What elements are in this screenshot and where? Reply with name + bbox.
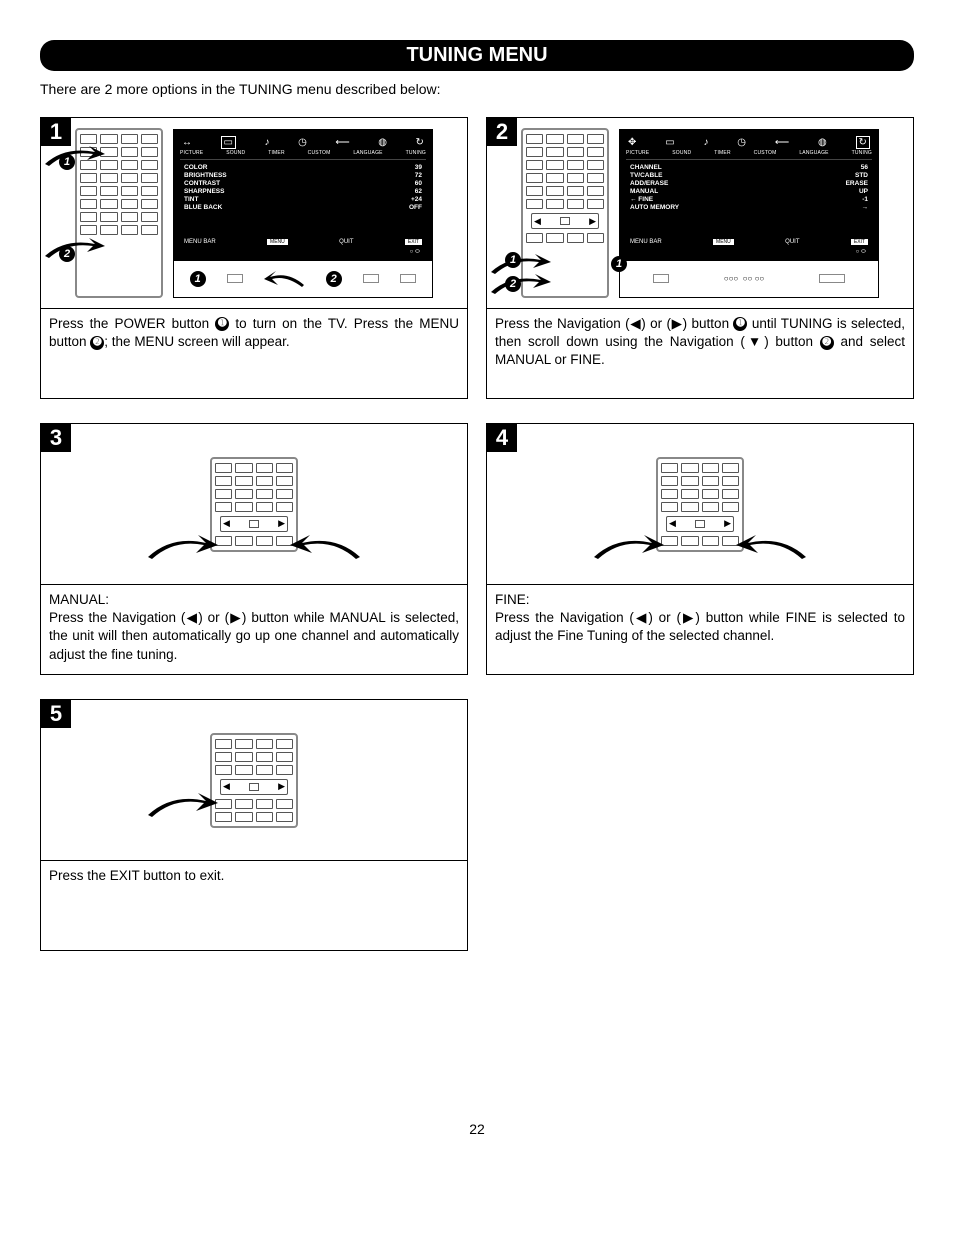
remote-control: ◀▶ [210,733,298,828]
step-1-caption: Press the POWER button ➊ to turn on the … [41,308,467,398]
callout-2: 2 [505,276,521,292]
caption-heading: MANUAL: [49,591,459,609]
indicator-dots: ○ ⬭ [626,247,872,256]
language-icon: ◍ [378,137,387,148]
menu-item: ADD/ERASE [630,180,668,187]
callout-1: 1 [611,256,627,272]
indicator-dots: ○ ⬭ [180,247,426,256]
menu-tab: TIMER [268,150,285,156]
menu-item: CONTRAST [184,180,220,187]
ref-1-icon: ➊ [215,317,229,331]
menu-value: OFF [409,204,422,211]
step-5-caption: Press the EXIT button to exit. [41,860,467,950]
menu-value: ERASE [846,180,868,187]
menu-tab: TUNING [406,150,426,156]
menu-value: 60 [415,180,422,187]
menu-item: SHARPNESS [184,188,224,195]
menu-value: STD [855,172,868,179]
menu-item: AUTO MEMORY [630,204,679,211]
tv-screen-1: ↔ ▭ ♪ ◷ ⟵ ◍ ↻ PICTURE SOUND TIMER CUSTOM… [173,129,433,298]
custom-icon: ⟵ [775,137,789,148]
menu-item: TINT [184,196,198,203]
step-3-caption: MANUAL: Press the Navigation (◀) or (▶) … [41,584,467,674]
menu-tab: TUNING [852,150,872,156]
menu-tab: PICTURE [626,150,649,156]
step-3: 3 ◀▶ MANUAL: Press [40,423,468,675]
menu-tab: CUSTOM [754,150,777,156]
intro-text: There are 2 more options in the TUNING m… [40,81,914,97]
tuning-icon: ↻ [856,136,870,149]
menu-tab: LANGUAGE [799,150,828,156]
timer-icon: ◷ [298,137,307,148]
menu-item: BRIGHTNESS [184,172,227,179]
timer-icon: ◷ [737,137,746,148]
menu-tab: LANGUAGE [353,150,382,156]
tv-control [363,274,379,283]
exit-tag: EXIT [405,239,422,245]
nav-arrows-icon: ✥ [628,137,636,148]
step-2: 2 ◀▶ 1 2 [486,117,914,399]
picture-icon: ▭ [665,137,674,148]
step-4-caption: FINE: Press the Navigation (◀) or (▶) bu… [487,584,913,674]
page-title: TUNING MENU [40,40,914,71]
callout-2: 2 [59,246,75,262]
sound-icon: ♪ [265,137,270,148]
ref-1-icon: ➊ [733,317,747,331]
step-2-caption: Press the Navigation (◀) or (▶) button ➊… [487,308,913,398]
menu-item: TV/CABLE [630,172,663,179]
arrow-icon [264,271,304,287]
remote-control: ◀▶ [210,457,298,552]
step-1: 1 1 [40,117,468,399]
menu-value: 62 [415,188,422,195]
menu-value: 56 [861,164,868,171]
menu-value: 39 [415,164,422,171]
tv-control [653,274,669,283]
menu-tab: TIMER [714,150,731,156]
tv-control [400,274,416,283]
menu-bar-label: MENU BAR [630,239,662,245]
bezel-callout-2: 2 [326,271,342,287]
menu-value: -1 [862,196,868,203]
page-number: 22 [40,1121,914,1137]
tv-control [227,274,243,283]
ref-2-icon: ➋ [90,336,104,350]
menu-value: UP [859,188,868,195]
menu-value: → [862,204,869,211]
ref-2-icon: ➋ [820,336,834,350]
menu-item: MANUAL [630,188,658,195]
menu-item: ← FINE [630,196,653,203]
quit-label: QUIT [785,239,799,245]
menu-tab: SOUND [672,150,691,156]
picture-icon: ▭ [221,136,236,149]
menu-value: 72 [415,172,422,179]
language-icon: ◍ [818,137,827,148]
menu-item: BLUE BACK [184,204,222,211]
menu-tag: MENU [267,239,288,245]
menu-value: +24 [411,196,422,203]
menu-tab: PICTURE [180,150,203,156]
menu-tag: MENU [713,239,734,245]
remote-control: ◀▶ [656,457,744,552]
menu-item: CHANNEL [630,164,662,171]
callout-1: 1 [505,252,521,268]
exit-tag: EXIT [851,239,868,245]
tv-control [819,274,845,283]
step-5: 5 ◀▶ Press the EXIT button to exit. [40,699,468,951]
sound-icon: ♪ [703,137,708,148]
tuning-icon: ↻ [416,137,424,148]
menu-tab: CUSTOM [308,150,331,156]
bezel-callout-1: 1 [190,271,206,287]
nav-arrows-icon: ↔ [182,137,192,148]
caption-heading: FINE: [495,591,905,609]
quit-label: QUIT [339,239,353,245]
menu-bar-label: MENU BAR [184,239,216,245]
callout-1: 1 [59,154,75,170]
bezel-dots: ○○○ ○○ ○○ [724,274,765,283]
step-4: 4 ◀▶ FINE: Press t [486,423,914,675]
custom-icon: ⟵ [335,137,349,148]
tv-screen-2: ✥ ▭ ♪ ◷ ⟵ ◍ ↻ PICTURE SOUND TIMER CUSTOM… [619,129,879,298]
menu-tab: SOUND [226,150,245,156]
menu-item: COLOR [184,164,207,171]
